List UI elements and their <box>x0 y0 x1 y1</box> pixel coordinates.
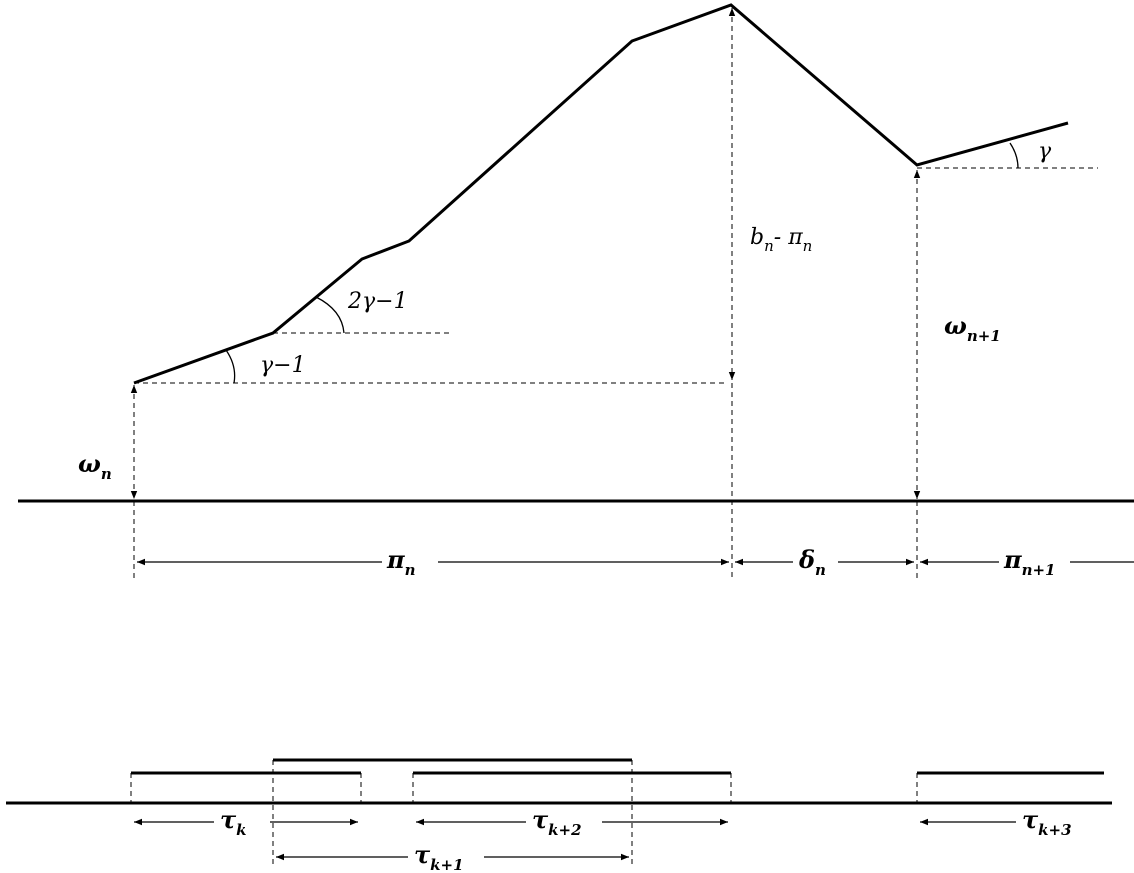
label-omega-n: ωn <box>78 449 112 483</box>
label-omega-n1: ωn+1 <box>944 311 1001 345</box>
label-gamma: γ <box>1038 139 1052 164</box>
angle-arc-gamma-minus-1 <box>225 349 236 384</box>
label-pi-n: πn <box>386 545 415 579</box>
angle-arc-gamma <box>1009 142 1019 169</box>
workload-curve <box>133 3 1069 385</box>
label-tau-k: τk <box>220 805 247 839</box>
label-tau-k1: τk+1 <box>414 840 464 873</box>
label-gamma-minus-1: γ−1 <box>260 353 306 378</box>
label-delta-n: δn <box>798 545 826 579</box>
label-tau-k3: τk+3 <box>1022 805 1072 839</box>
label-pi-n1: πn+1 <box>1003 545 1056 579</box>
angle-arc-2gamma-minus-1 <box>315 296 345 334</box>
label-b-minus-pi: bn- πn <box>750 225 812 255</box>
label-2gamma-minus-1: 2γ−1 <box>347 289 408 314</box>
label-tau-k2: τk+2 <box>532 805 582 839</box>
